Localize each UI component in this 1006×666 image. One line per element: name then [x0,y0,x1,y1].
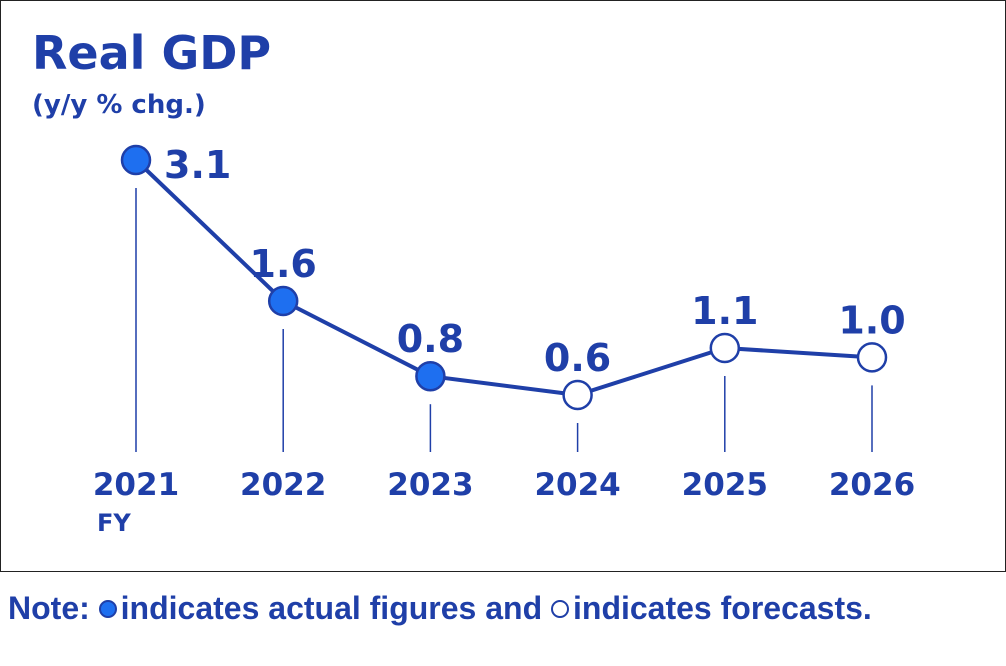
series-line [134,158,873,397]
x-axis-tick-labels: 2021 2022 2023 2024 2025 2026 [93,467,915,503]
value-labels: 3.1 1.6 0.8 0.6 1.1 1.0 [164,143,906,380]
line-chart: 3.11.60.8 0.61.1 1.0 2021 2022 2023 2024 2025 2… [93,143,915,537]
forecast-point [709,332,741,364]
note-prefix: Note: [8,590,90,626]
value-label: 3.1 [164,143,231,187]
chart-frame [0,0,1006,572]
note-actual-text: indicates actual figures and [120,590,543,626]
drop-lines [135,188,873,452]
forecast-point [856,342,888,373]
value-label: 0.8 [397,317,464,361]
actual-marker-icon [98,600,117,618]
legend-note: Note: indicates actual figures and indic… [8,590,872,627]
forecast-marker-icon [551,600,569,618]
x-tick-label: 2025 [682,467,768,503]
chart-subtitle: (y/y % chg.) [32,90,206,120]
data-points [120,144,888,411]
x-tick-label: 2024 [534,467,620,503]
x-tick-label: 2026 [829,467,915,503]
x-axis-unit-label: FY [97,509,131,537]
forecast-point [562,379,593,411]
x-tick-label: 2022 [240,467,326,503]
note-forecast-text: indicates forecasts. [573,590,872,626]
actual-point [267,285,299,317]
actual-point [415,360,446,392]
x-tick-label: 2023 [387,467,473,503]
chart-title: Real GDP [32,26,272,80]
value-label: 1.0 [838,298,905,342]
x-tick-label: 2021 [93,467,179,503]
value-label: 1.1 [691,289,758,333]
value-label: 0.6 [544,336,611,380]
actual-point [120,144,152,176]
value-label: 1.6 [250,242,317,286]
